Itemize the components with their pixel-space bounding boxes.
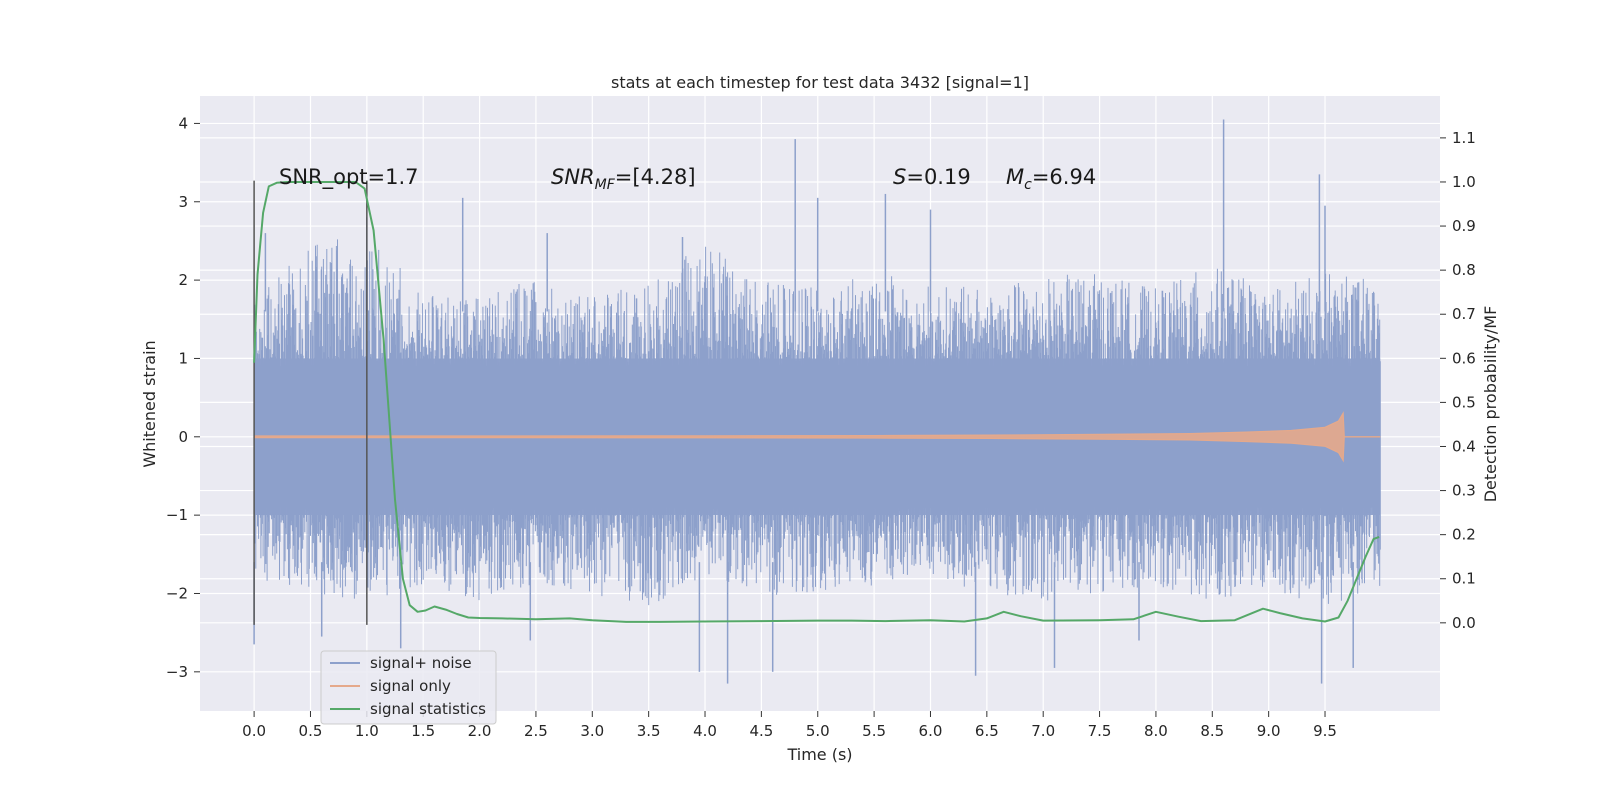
y-tick-label: −2: [166, 584, 188, 602]
legend-label-signal-only: signal only: [370, 677, 451, 695]
signal-only-trace: [253, 411, 1381, 463]
x-axis-label: Time (s): [786, 745, 852, 764]
window-markers: [253, 180, 368, 625]
y-right-tick-label: 1.0: [1452, 173, 1476, 191]
y-right-tick-label: 0.7: [1452, 305, 1476, 323]
x-axis: 0.0 0.5 1.0 1.5 2.0 2.5 3.0 3.5 4.0 4.5 5.0 5.5 6.0 6…: [242, 711, 1337, 740]
x-tick-label: 0.5: [299, 722, 323, 740]
y-right-tick-label: 0.3: [1452, 482, 1476, 500]
x-tick-label: 4.5: [749, 722, 773, 740]
x-tick-label: 5.0: [806, 722, 830, 740]
x-tick-label: 2.0: [468, 722, 492, 740]
x-tick-label: 9.5: [1313, 722, 1337, 740]
x-tick-label: 1.5: [411, 722, 435, 740]
y-right-tick-label: 0.0: [1452, 614, 1476, 632]
y-tick-label: 4: [178, 114, 188, 132]
y-right-tick-label: 0.6: [1452, 349, 1476, 367]
annotations: SNR_opt=1.7 SNRMF=[4.28] S=0.19 Mc=6.94: [279, 165, 1096, 193]
x-tick-label: 3.5: [637, 722, 661, 740]
y-right-tick-label: 0.5: [1452, 393, 1476, 411]
x-tick-label: 2.5: [524, 722, 548, 740]
annotation-s: S=0.19: [893, 165, 971, 189]
y-axis-right: 0.0 0.1 0.2 0.3 0.4 0.5 0.6 0.7 0.8 0.9 1.0 1.1: [1440, 129, 1476, 632]
y-axis-right-label: Detection probability/MF: [1481, 306, 1500, 503]
y-tick-label: −1: [166, 506, 188, 524]
x-tick-label: 6.5: [975, 722, 999, 740]
legend-label-signal-noise: signal+ noise: [370, 654, 472, 672]
y-tick-label: −3: [166, 663, 188, 681]
x-tick-label: 9.0: [1257, 722, 1281, 740]
x-tick-label: 5.5: [862, 722, 886, 740]
legend: signal+ noise signal only signal statist…: [320, 650, 497, 725]
y-tick-label: 2: [178, 271, 188, 289]
y-axis-left: −3 −2 −1 0 1 2 3 4: [166, 114, 200, 681]
x-tick-label: 3.0: [580, 722, 604, 740]
y-right-tick-label: 0.9: [1452, 217, 1476, 235]
x-tick-label: 7.5: [1088, 722, 1112, 740]
annotation-mc: Mc=6.94: [1006, 165, 1096, 193]
x-tick-label: 8.5: [1200, 722, 1224, 740]
series-signal-statistics: [253, 181, 1380, 623]
x-tick-label: 0.0: [242, 722, 266, 740]
x-tick-label: 8.0: [1144, 722, 1168, 740]
x-tick-label: 4.0: [693, 722, 717, 740]
y-right-tick-label: 0.8: [1452, 261, 1476, 279]
annotation-snr-mf: SNRMF=[4.28]: [551, 165, 696, 193]
plot-content: [253, 119, 1381, 684]
y-right-tick-label: 0.1: [1452, 570, 1476, 588]
x-tick-label: 1.0: [355, 722, 379, 740]
x-tick-label: 7.0: [1031, 722, 1055, 740]
legend-box: [320, 650, 497, 725]
y-right-tick-label: 0.2: [1452, 526, 1476, 544]
y-tick-label: 3: [178, 193, 188, 211]
chart-title: stats at each timestep for test data 343…: [611, 73, 1029, 92]
y-right-tick-label: 0.4: [1452, 437, 1476, 455]
annotation-snr-opt: SNR_opt=1.7: [279, 165, 419, 190]
x-tick-label: 6.0: [919, 722, 943, 740]
y-axis-label: Whitened strain: [140, 340, 159, 467]
legend-label-signal-statistics: signal statistics: [370, 700, 486, 718]
y-tick-label: 1: [178, 349, 188, 367]
series-signal-only: [253, 411, 1381, 463]
y-tick-label: 0: [178, 428, 188, 446]
y-right-tick-label: 1.1: [1452, 129, 1476, 147]
